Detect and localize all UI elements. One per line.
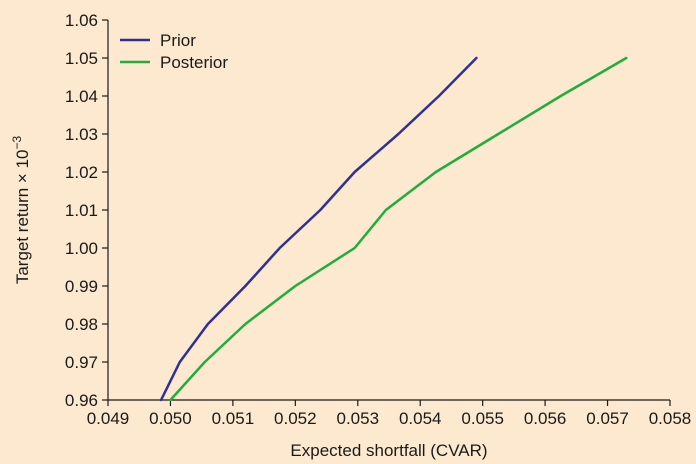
legend-label-prior: Prior bbox=[160, 31, 196, 50]
y-axis-title-exponent: −3 bbox=[10, 136, 24, 150]
y-tick-label: 1.02 bbox=[65, 163, 98, 182]
y-tick-label: 1.01 bbox=[65, 201, 98, 220]
x-tick-label: 0.057 bbox=[586, 409, 629, 428]
x-tick-label: 0.053 bbox=[337, 409, 380, 428]
legend-label-posterior: Posterior bbox=[160, 53, 228, 72]
y-tick-label: 1.03 bbox=[65, 125, 98, 144]
x-tick-label: 0.058 bbox=[649, 409, 692, 428]
y-tick-label: 1.06 bbox=[65, 11, 98, 30]
x-tick-label: 0.054 bbox=[399, 409, 442, 428]
y-tick-label: 0.98 bbox=[65, 315, 98, 334]
x-tick-label: 0.051 bbox=[212, 409, 255, 428]
legend: Prior Posterior bbox=[120, 31, 228, 72]
y-tick-label: 1.04 bbox=[65, 87, 98, 106]
axes: 0.049 0.050 0.051 0.052 0.053 0.054 0.055 0.056… bbox=[65, 11, 691, 428]
svg-text:Target return × 10−3: Target return × 10−3 bbox=[10, 136, 32, 285]
series-line-prior bbox=[159, 56, 478, 402]
y-tick-label: 1.00 bbox=[65, 239, 98, 258]
x-tick-label: 0.056 bbox=[524, 409, 567, 428]
y-axis-title: Target return × 10−3 bbox=[10, 136, 32, 285]
x-axis-title: Expected shortfall (CVAR) bbox=[290, 441, 487, 460]
y-tick-label: 0.99 bbox=[65, 277, 98, 296]
series-line-posterior bbox=[169, 56, 628, 402]
x-tick-label: 0.049 bbox=[87, 409, 130, 428]
y-tick-label: 0.96 bbox=[65, 391, 98, 410]
x-tick-label: 0.055 bbox=[461, 409, 504, 428]
x-tick-label: 0.052 bbox=[274, 409, 317, 428]
y-tick-label: 0.97 bbox=[65, 353, 98, 372]
series-layer bbox=[159, 56, 628, 402]
x-tick-label: 0.050 bbox=[149, 409, 192, 428]
y-tick-label: 1.05 bbox=[65, 49, 98, 68]
y-axis-title-base: Target return × 10 bbox=[13, 150, 32, 285]
